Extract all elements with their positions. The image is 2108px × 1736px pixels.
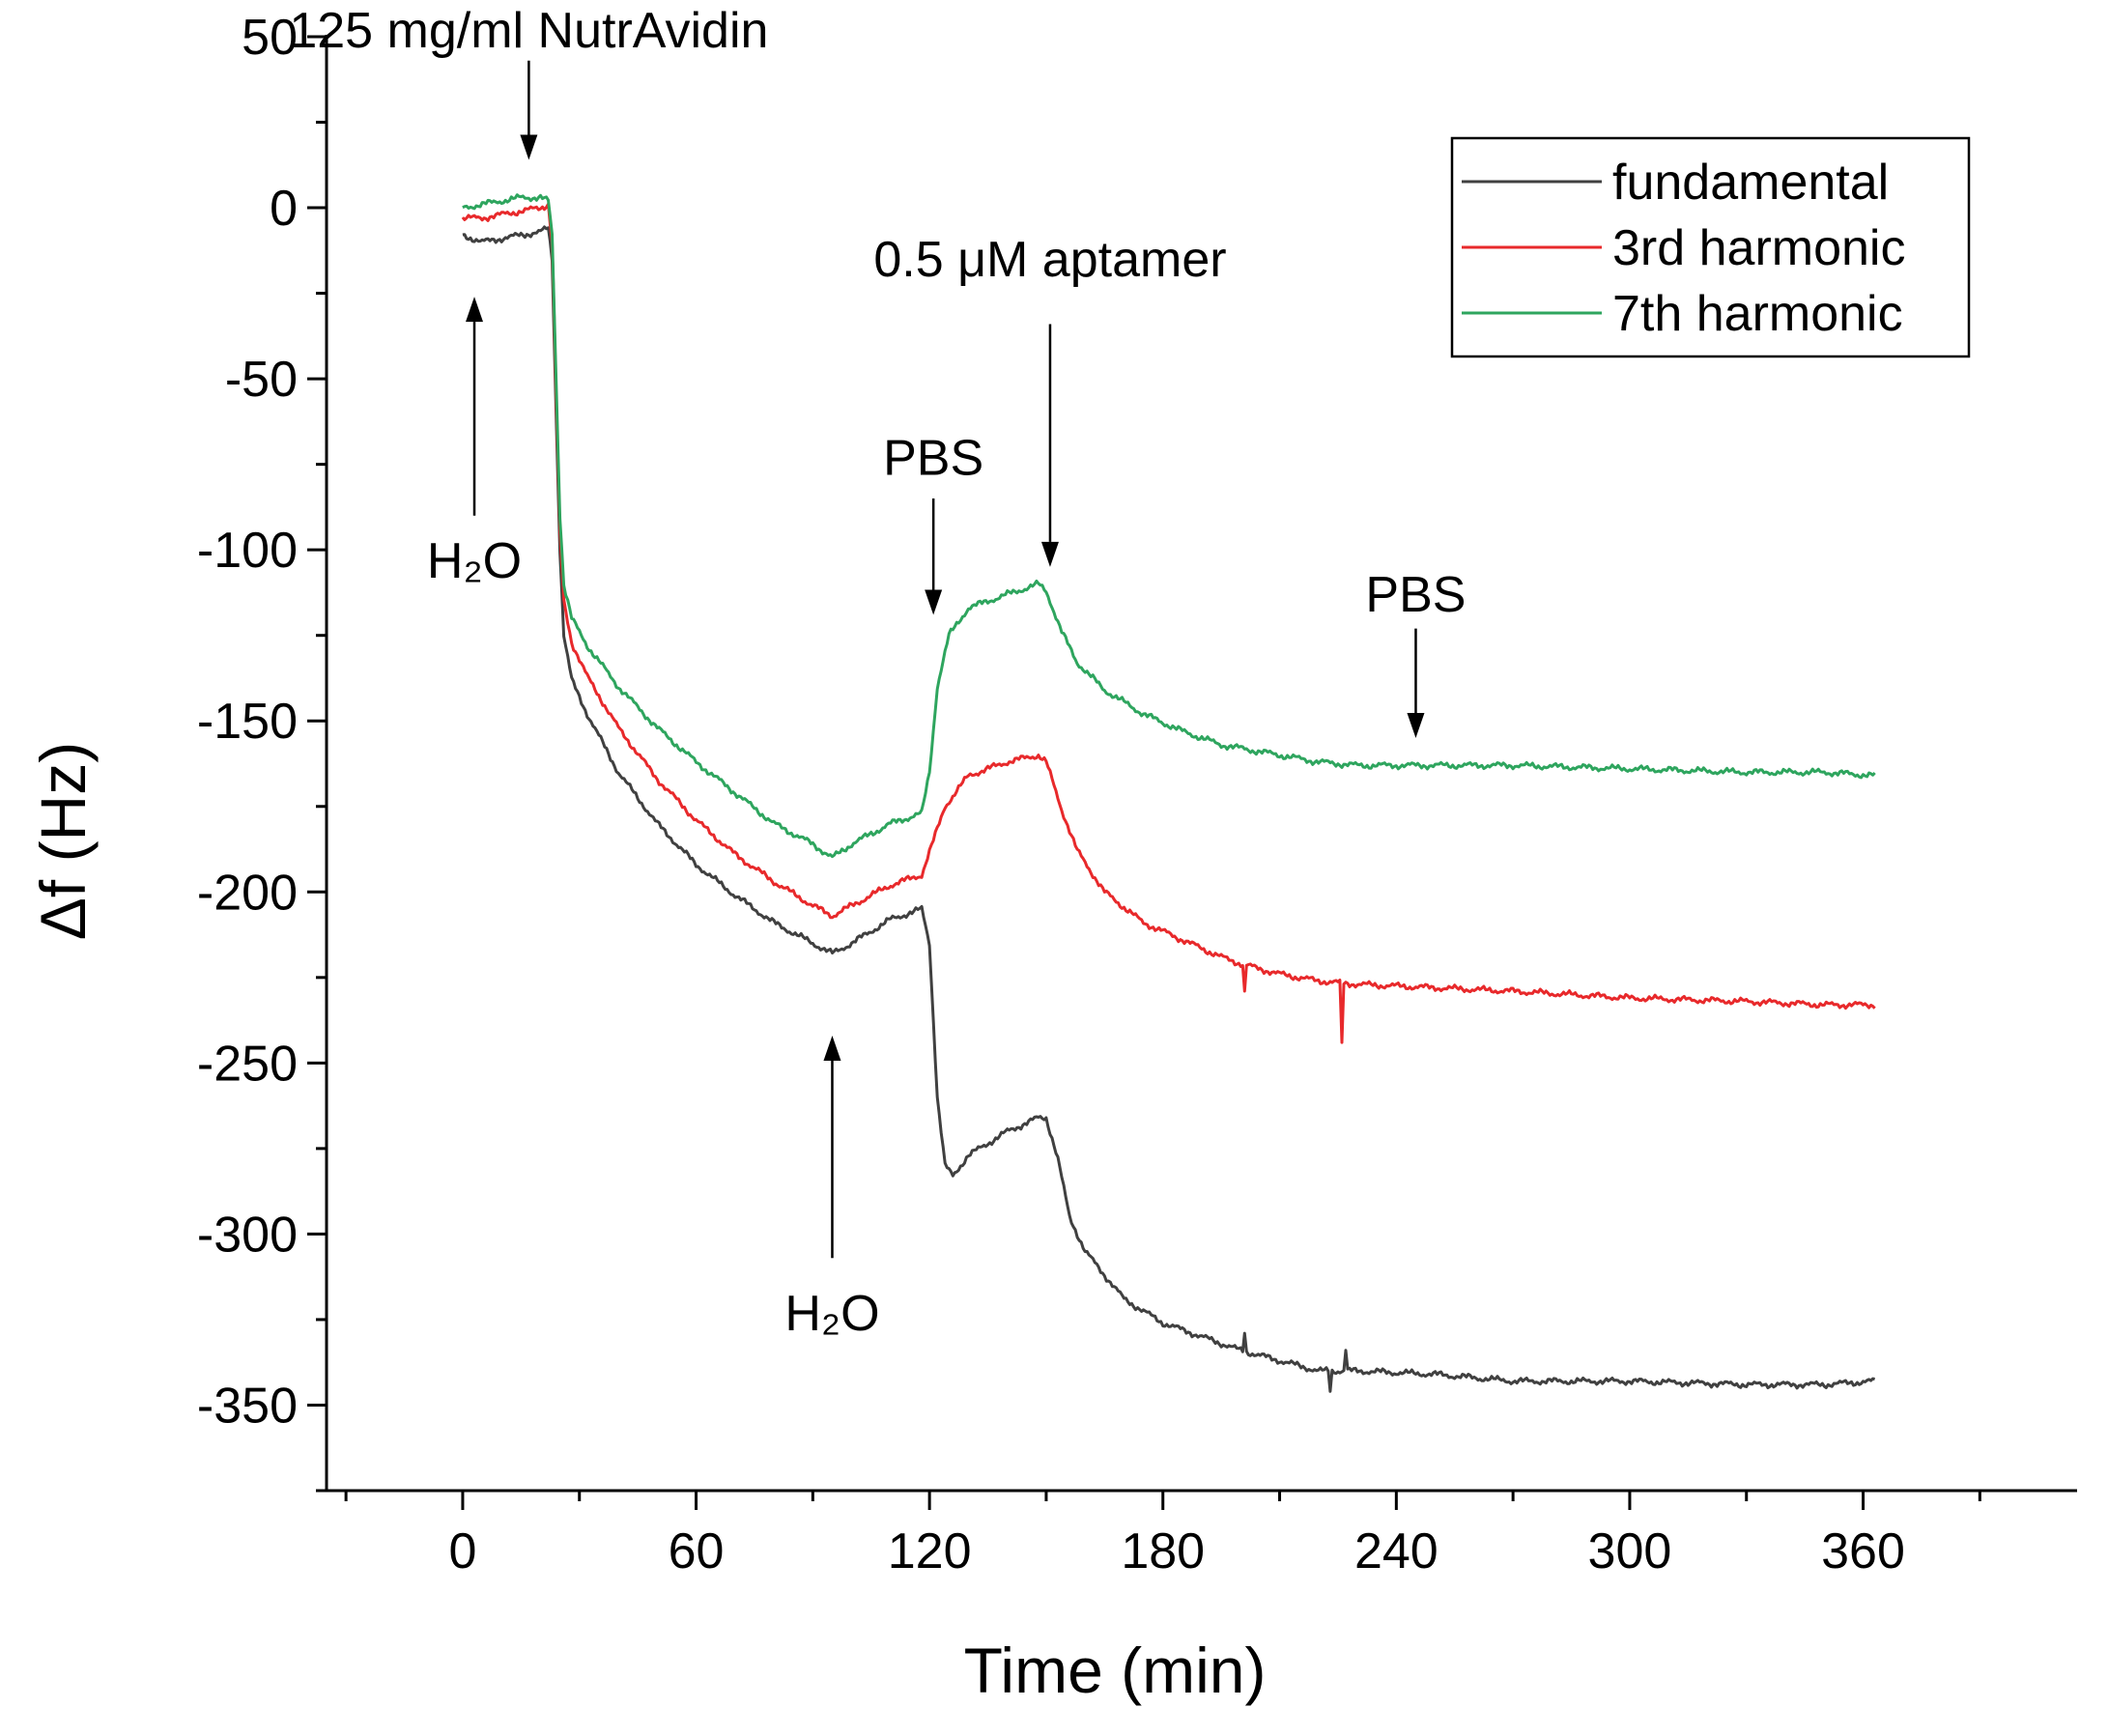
y-tick-label: -350 (197, 1378, 298, 1434)
arrow-down-icon (925, 589, 943, 615)
x-tick-label: 60 (669, 1523, 725, 1579)
y-tick-label: 0 (270, 181, 298, 237)
y-tick-label: -100 (197, 523, 298, 579)
series-line-fundamental (462, 225, 1876, 1393)
series-line-3rd-harmonic (461, 202, 1876, 1044)
arrow-up-icon (823, 1036, 841, 1062)
annotation-label: PBS (883, 431, 983, 487)
annotation-label: 125 mg/ml NutrAvidin (289, 3, 768, 59)
y-tick-label: -150 (197, 694, 298, 750)
annotation-label: H₂O (784, 1286, 879, 1342)
y-tick-label: -300 (197, 1207, 298, 1263)
arrow-down-icon (520, 134, 538, 160)
y-tick-label: -50 (225, 352, 298, 408)
x-tick-label: 0 (448, 1523, 476, 1579)
legend: fundamental 3rd harmonic 7th harmonic (1450, 136, 1971, 358)
arrow-down-icon (1040, 541, 1059, 567)
arrow-up-icon (466, 297, 484, 323)
annotations: 125 mg/ml NutrAvidin H₂O PBS 0.5 μM aptamer… (289, 3, 1466, 1342)
legend-entry: 3rd harmonic (1612, 220, 1905, 276)
arrow-down-icon (1407, 712, 1425, 738)
x-tick-label: 120 (888, 1523, 972, 1579)
legend-entry: 7th harmonic (1612, 286, 1903, 342)
annotation-label: H₂O (427, 533, 522, 589)
annotation-label: PBS (1365, 567, 1466, 623)
x-tick-label: 180 (1121, 1523, 1205, 1579)
x-tick-label: 360 (1821, 1523, 1905, 1579)
annotation-label: 0.5 μM aptamer (873, 232, 1226, 288)
axes: 50 0 -50 -100 -150 -200 -250 -300 -350 0 60 120 180 2… (197, 10, 2077, 1579)
y-axis-title: Δf (Hz) (27, 742, 99, 940)
y-tick-label: -250 (197, 1036, 298, 1092)
x-tick-label: 240 (1354, 1523, 1439, 1579)
x-tick-label: 300 (1588, 1523, 1672, 1579)
y-tick-label: 50 (242, 10, 298, 66)
x-axis-title: Time (min) (964, 1635, 1267, 1706)
y-tick-label: -200 (197, 865, 298, 921)
series-line-7th-harmonic (462, 193, 1876, 859)
plot-series (461, 193, 1876, 1393)
legend-entry: fundamental (1612, 155, 1889, 211)
